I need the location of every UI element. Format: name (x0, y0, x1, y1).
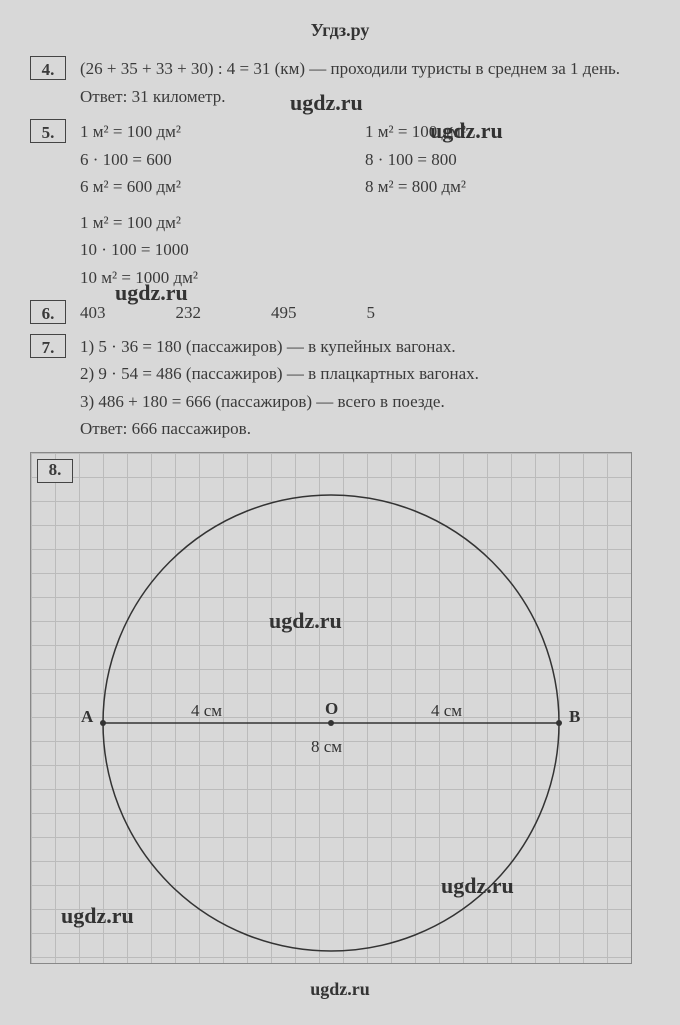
problem-5: 5. 1 м² = 100 дм² 6 · 100 = 600 6 м² = 6… (30, 119, 650, 292)
eq-line: 8 · 100 = 800 (365, 147, 650, 173)
problem-line: 2) 9 · 54 = 486 (пассажиров) — в плацкар… (80, 361, 650, 387)
eq-line: 1 м² = 100 дм² (365, 119, 650, 145)
problem-line: 3) 486 + 180 = 666 (пассажиров) — всего … (80, 389, 650, 415)
problem-content: 403 232 495 5 (80, 300, 650, 326)
value: 232 (176, 300, 202, 326)
problem-content: 1 м² = 100 дм² 6 · 100 = 600 6 м² = 600 … (80, 119, 650, 292)
eq-line: 6 м² = 600 дм² (80, 174, 365, 200)
label-o: O (325, 699, 338, 719)
label-a: A (81, 707, 93, 727)
problem-4: 4. (26 + 35 + 33 + 30) : 4 = 31 (км) — п… (30, 56, 650, 111)
problem-6: 6. 403 232 495 5 (30, 300, 650, 326)
value: 403 (80, 300, 106, 326)
eq-line: 10 · 100 = 1000 (80, 237, 365, 263)
eq-line: 6 · 100 = 600 (80, 147, 365, 173)
column-right: 1 м² = 100 дм² 8 · 100 = 800 8 м² = 800 … (365, 119, 650, 292)
label-b: B (569, 707, 580, 727)
problem-number: 4. (30, 56, 66, 80)
problem-content: 1) 5 · 36 = 180 (пассажиров) — в купейны… (80, 334, 650, 444)
point-a (100, 720, 106, 726)
annotation-8cm: 8 см (311, 737, 342, 757)
problem-content: (26 + 35 + 33 + 30) : 4 = 31 (км) — прох… (80, 56, 650, 111)
eq-line: 1 м² = 100 дм² (80, 119, 365, 145)
value: 5 (367, 300, 376, 326)
eq-line: 8 м² = 800 дм² (365, 174, 650, 200)
problem-line: 1) 5 · 36 = 180 (пассажиров) — в купейны… (80, 334, 650, 360)
problem-line: (26 + 35 + 33 + 30) : 4 = 31 (км) — прох… (80, 56, 650, 82)
problem-number: 7. (30, 334, 66, 358)
problem-8-diagram: 8. A O B 4 см 4 см 8 см ugdz.ru ugdz.ru … (30, 452, 632, 964)
annotation-4cm-left: 4 см (191, 701, 222, 721)
eq-line: 1 м² = 100 дм² (80, 210, 365, 236)
problem-answer: Ответ: 31 километр. (80, 84, 650, 110)
page: Угдз.ру ugdz.ru ugdz.ru ugdz.ru 4. (26 +… (0, 0, 680, 1020)
problem-answer: Ответ: 666 пассажиров. (80, 416, 650, 442)
point-b (556, 720, 562, 726)
page-header: Угдз.ру (30, 20, 650, 41)
problem-7: 7. 1) 5 · 36 = 180 (пассажиров) — в купе… (30, 334, 650, 444)
point-o (328, 720, 334, 726)
value: 495 (271, 300, 297, 326)
column-left: 1 м² = 100 дм² 6 · 100 = 600 6 м² = 600 … (80, 119, 365, 292)
eq-line: 10 м² = 1000 дм² (80, 265, 365, 291)
annotation-4cm-right: 4 см (431, 701, 462, 721)
problem-number: 5. (30, 119, 66, 143)
page-footer: ugdz.ru (30, 979, 650, 1000)
problem-number: 6. (30, 300, 66, 324)
